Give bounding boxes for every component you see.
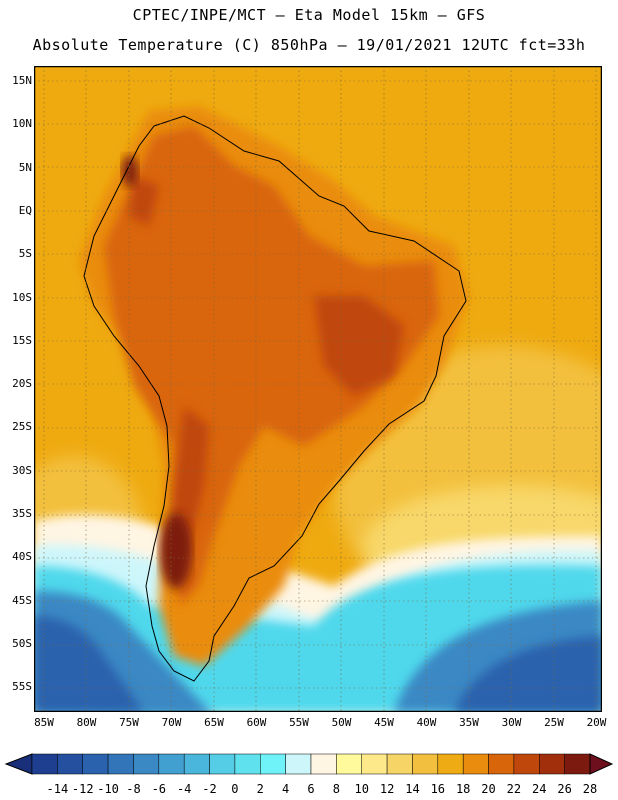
- colorbar: [4, 753, 614, 775]
- colorbar-swatch: [412, 753, 439, 775]
- colorbar-swatch: [564, 753, 591, 775]
- colorbar-label: 6: [307, 782, 315, 796]
- colorbar-label: 14: [405, 782, 420, 796]
- colorbar-low-arrow: [4, 753, 33, 775]
- colorbar-label: 16: [430, 782, 446, 796]
- lat-label: 45S: [12, 593, 32, 607]
- lat-label: 15S: [12, 333, 32, 347]
- colorbar-swatch: [539, 753, 565, 775]
- lat-label: 5S: [18, 247, 32, 261]
- colorbar-swatch: [82, 753, 109, 775]
- colorbar-high-arrow: [589, 753, 614, 775]
- lat-label: 40S: [12, 550, 32, 564]
- title-line-1: CPTEC/INPE/MCT – Eta Model 15km – GFS: [132, 6, 486, 24]
- lon-label: 55W: [289, 716, 309, 729]
- lat-label: 50S: [12, 636, 32, 650]
- colorbar-label: -6: [151, 782, 167, 796]
- lon-label: 70W: [161, 716, 182, 729]
- lat-label: 10S: [12, 290, 32, 304]
- lon-label: 45W: [374, 716, 394, 729]
- lat-label: 15N: [12, 74, 32, 87]
- colorbar-label: 28: [582, 782, 598, 796]
- colorbar-swatch: [386, 753, 413, 775]
- colorbar-label: 18: [455, 782, 471, 796]
- lon-label: 75W: [119, 716, 139, 729]
- colorbar-label: -2: [202, 782, 217, 796]
- colorbar-label: 12: [379, 782, 395, 796]
- colorbar-label: 2: [256, 782, 264, 796]
- lat-label: 35S: [12, 507, 32, 520]
- colorbar-swatch: [310, 753, 337, 775]
- colorbar-label: -4: [176, 782, 192, 796]
- colorbar-swatch: [57, 753, 83, 775]
- lat-label: 10N: [12, 117, 32, 131]
- colorbar-swatch: [361, 753, 388, 775]
- colorbar-label: 8: [332, 782, 340, 796]
- colorbar-label: -14: [46, 782, 69, 796]
- colorbar-swatch: [462, 753, 489, 775]
- lat-label: 20S: [12, 377, 32, 391]
- colorbar-label: -10: [97, 782, 119, 796]
- lon-label: 65W: [204, 716, 224, 729]
- lon-label: 40W: [416, 716, 437, 729]
- lon-label: 25W: [544, 716, 564, 729]
- colorbar-label: 22: [506, 782, 522, 796]
- colorbar-label: 20: [481, 782, 496, 796]
- graticule: [34, 66, 602, 712]
- ocean-very-cold-east: [454, 636, 602, 712]
- colorbar-label: 24: [532, 782, 547, 796]
- lat-label: EQ: [18, 203, 32, 217]
- colorbar-label: 0: [231, 782, 239, 796]
- colorbar-swatch: [285, 753, 312, 775]
- lat-label: 5N: [18, 160, 32, 174]
- colorbar-swatch: [488, 753, 515, 775]
- map-border: [34, 66, 602, 712]
- colorbar-swatch: [133, 753, 160, 775]
- colorbar-swatch: [260, 753, 286, 775]
- colorbar-swatch: [31, 753, 58, 775]
- colorbar-swatch: [437, 753, 464, 775]
- lon-label: 30W: [501, 716, 522, 729]
- colorbar-swatch: [234, 753, 261, 775]
- continent-outline: [83, 115, 467, 682]
- lon-label: 20W: [586, 716, 607, 729]
- continent-hotter-field: [129, 176, 404, 566]
- colorbar-swatch: [183, 753, 210, 775]
- hotspot-patagonia: [160, 513, 192, 589]
- colorbar-label: -12: [71, 782, 94, 796]
- title-line-2: Absolute Temperature (C) 850hPa – 19/01/…: [32, 36, 586, 54]
- colorbar-swatch: [107, 753, 134, 775]
- colorbar-label: 26: [557, 782, 572, 796]
- colorbar-swatch: [158, 753, 185, 775]
- temperature-map: [34, 66, 602, 712]
- colorbar-swatch: [513, 753, 540, 775]
- hotspot-colombia: [122, 155, 138, 187]
- lon-label: 50W: [331, 716, 352, 729]
- lon-label: 35W: [459, 716, 479, 729]
- lat-label: 30S: [12, 463, 32, 477]
- colorbar-label: -8: [126, 782, 141, 796]
- lon-label: 60W: [246, 716, 267, 729]
- colorbar-label: 10: [354, 782, 369, 796]
- lat-label: 25S: [12, 420, 32, 434]
- colorbar-swatch: [209, 753, 236, 775]
- lon-label: 80W: [76, 716, 97, 729]
- colorbar-label: 4: [282, 782, 290, 796]
- colorbar-swatch: [336, 753, 362, 775]
- lat-label: 55S: [12, 680, 32, 694]
- lon-label: 85W: [34, 716, 54, 729]
